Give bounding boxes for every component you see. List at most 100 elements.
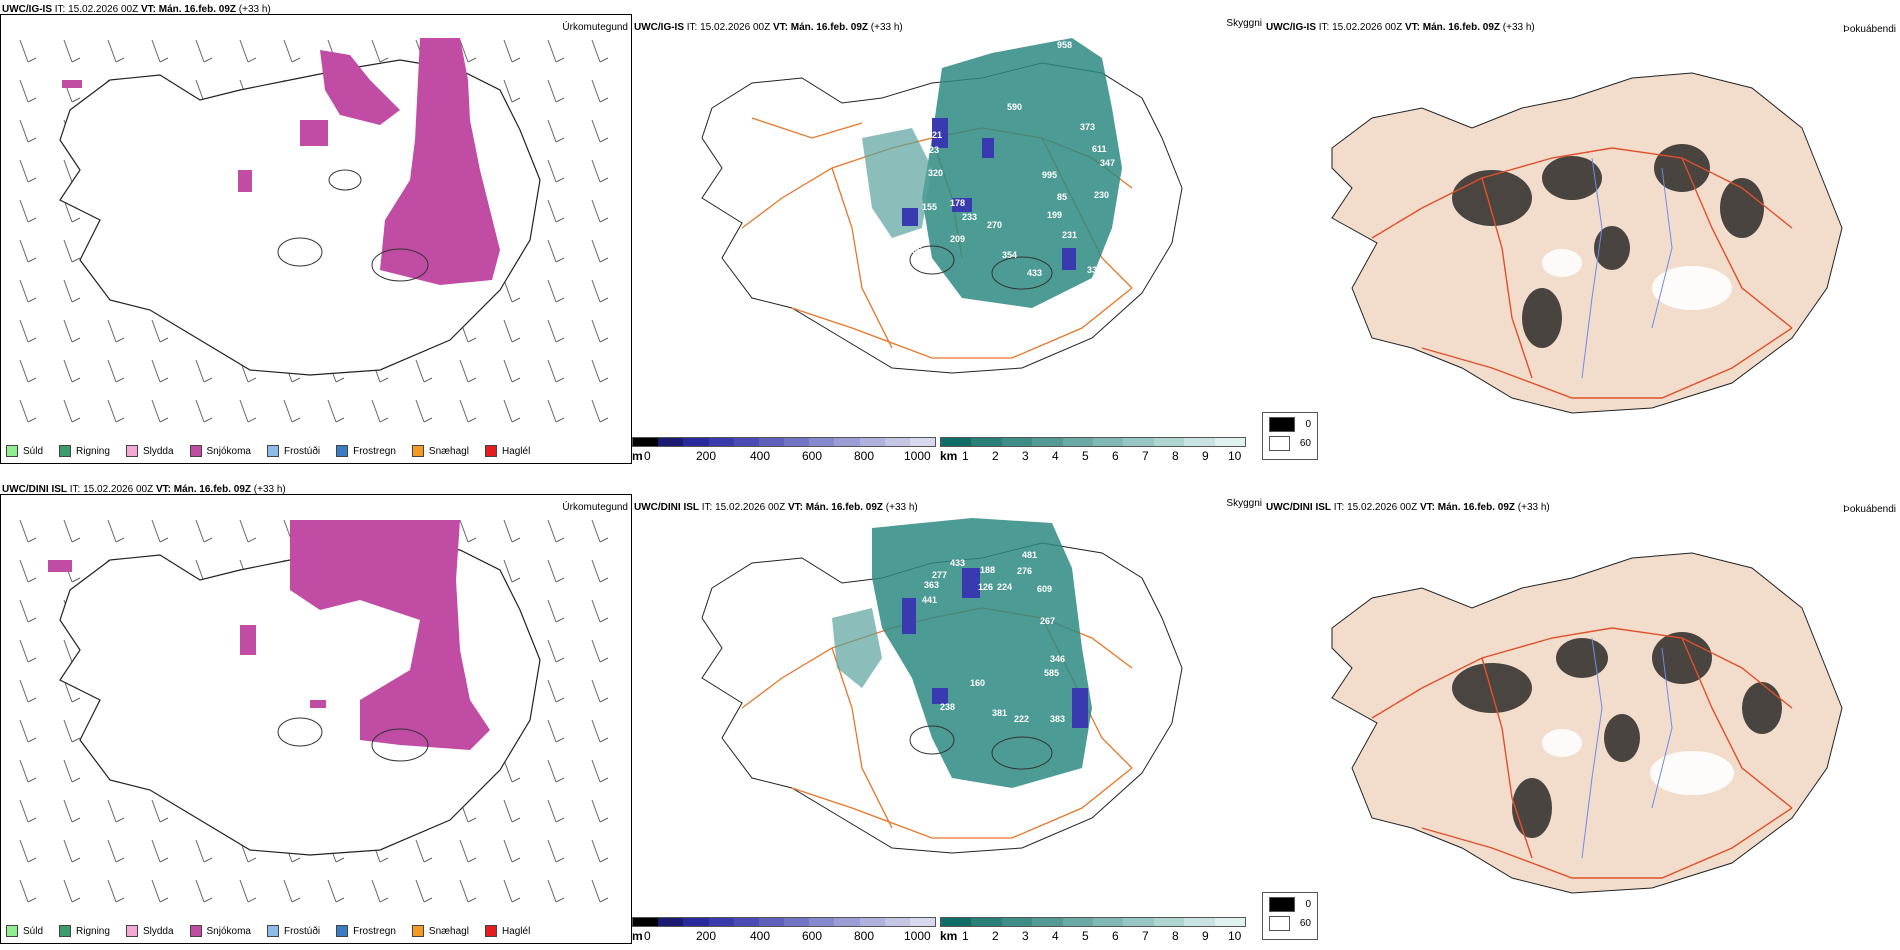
snow-patch-a [300,120,328,146]
vis-label: 366 [907,245,922,255]
wind-barb [547,679,565,703]
wind-barb [327,879,345,903]
fog-map [1331,72,1843,414]
wind-barb [371,399,389,423]
wind-barb [195,519,213,543]
wind-barb [459,359,477,383]
vis-label: 481 [1022,550,1037,560]
wind-barb [591,639,609,663]
it-value: 15.02.2026 00Z [68,4,139,15]
vis-label: 276 [1017,566,1032,576]
precip-legend: Súld Rigning Slydda Snjókoma Frostúði Fr… [6,445,530,457]
panel-header: UWC/DINI ISL IT: 15.02.2026 00Z VT: Mán.… [1266,502,1550,513]
wind-barb [547,519,565,543]
wind-barb [195,839,213,863]
snow-patch-b [238,170,252,192]
wind-barb [547,559,565,583]
panel-title: Úrkomutegund [562,502,628,513]
snow-patch-b [48,560,72,572]
wind-barb [63,679,81,703]
wind-barb [283,879,301,903]
wind-barb [63,839,81,863]
vis-area [872,518,1092,788]
vis-label: 381 [992,708,1007,718]
wind-barb [19,199,37,223]
wind-barb [19,519,37,543]
precip-map [19,38,609,423]
glacier-outlines [277,169,429,282]
wind-barb [459,839,477,863]
roads [1371,627,1793,879]
wind-barb [19,639,37,663]
wind-barb [63,199,81,223]
wind-barb [63,39,81,63]
ceiling-unit: m [632,449,643,463]
vis-label: 347 [1100,158,1115,168]
wind-barb [415,879,433,903]
vis-label: 441 [922,595,937,605]
legend-item: Haglél [484,925,530,937]
wind-barb [591,319,609,343]
precip-map [19,519,609,903]
wind-barb [547,759,565,783]
wind-barb [239,399,257,423]
wind-barb [195,879,213,903]
panel-header: UWC/IG-IS IT: 15.02.2026 00Z VT: Mán. 16… [634,22,903,33]
wind-barb [459,879,477,903]
wind-barb [19,119,37,143]
vis-panel-ig: UWC/IG-IS IT: 15.02.2026 00Z VT: Mán. 16… [632,18,1262,463]
wind-barb [503,359,521,383]
wind-barb [63,279,81,303]
rivers [1581,157,1673,379]
wind-barb [63,519,81,543]
wind-barb [503,559,521,583]
wind-barb [19,839,37,863]
wind-barb [415,359,433,383]
panel-title: Úrkomutegund [562,22,628,33]
wind-barb [151,519,169,543]
vis-label: 373 [1080,122,1095,132]
wind-barb [547,79,565,103]
wind-barb [151,319,169,343]
vis-label: 611 [1092,144,1107,154]
wind-barb [19,759,37,783]
vis-value-labels: 433 363 188 126 481 276 224 609 267 346 … [877,550,1115,726]
wind-barb [591,559,609,583]
wind-barb [19,719,37,743]
wind-barb [19,359,37,383]
wind-barb [19,239,37,263]
fog-legend: 0 60 [1262,412,1318,460]
wind-barb [459,519,477,543]
panel-header: UWC/IG-IS IT: 15.02.2026 00Z VT: Mán. 16… [1266,22,1535,33]
panel-header: UWC/DINI ISL IT: 15.02.2026 00Z VT: Mán.… [634,502,918,513]
wind-barb [415,839,433,863]
precip-frame [0,14,632,464]
wind-barb [547,199,565,223]
fog-dark-patches [1452,632,1782,838]
wind-barb [107,399,125,423]
legend-item: Slydda [125,445,174,457]
wind-barb [547,239,565,263]
wind-barb [591,799,609,823]
roads [1371,147,1793,399]
wind-barb [19,879,37,903]
wind-barb [591,119,609,143]
vis-label: 132 [1100,712,1115,722]
wind-barb [459,399,477,423]
wind-barb [503,399,521,423]
legend-item: Haglél [484,445,530,457]
vis-label: 590 [1007,102,1022,112]
wind-barb [151,839,169,863]
vis-label: 231 [1062,230,1077,240]
vis-area-west [832,608,882,688]
wind-barb [547,639,565,663]
wind-barb [19,399,37,423]
wind-barb [195,39,213,63]
snow-area-north [320,50,400,125]
vis-label: 155 [922,202,937,212]
wind-barb [151,799,169,823]
wind-barb [107,39,125,63]
wind-barb [327,399,345,423]
legend-item: Frostregn [336,445,396,457]
wind-barb [503,279,521,303]
